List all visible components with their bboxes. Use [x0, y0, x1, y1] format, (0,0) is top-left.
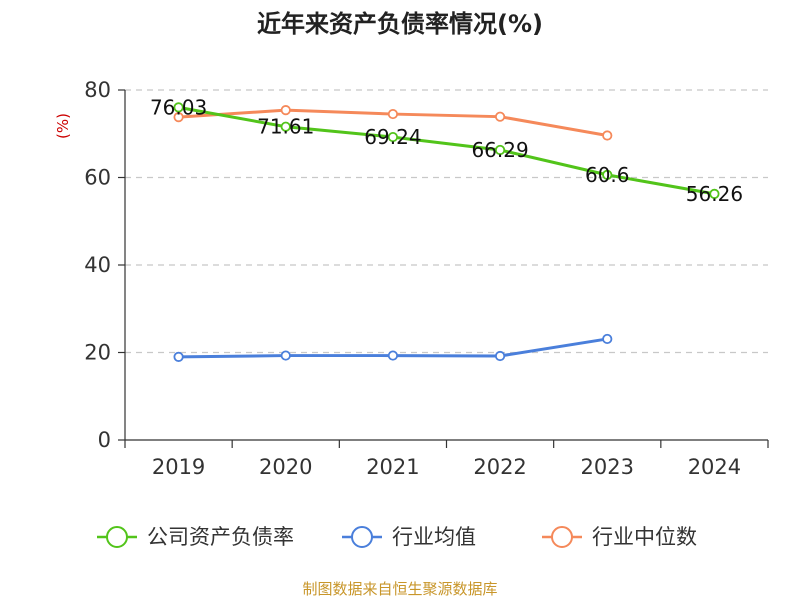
legend-item-1[interactable]: 行业均值 — [342, 525, 476, 549]
data-point[interactable] — [173, 351, 184, 362]
y-tick-label: 60 — [84, 166, 111, 190]
x-tick-label: 2019 — [152, 455, 205, 479]
data-labels: 76.03 71.61 69.24 66.29 60.6 56.26 — [150, 95, 743, 205]
y-axis-unit-label: (%) — [54, 113, 72, 139]
legend-marker — [106, 526, 128, 548]
data-point[interactable] — [280, 105, 291, 116]
data-point[interactable] — [387, 350, 399, 361]
chart-title: 近年来资产负债率情况(%) — [257, 10, 543, 38]
x-tick-label: 2023 — [581, 455, 634, 479]
series-2 — [173, 105, 613, 141]
data-label: 60.6 — [585, 163, 630, 187]
series-1 — [173, 333, 613, 362]
series-lines — [173, 102, 720, 362]
data-point[interactable] — [280, 121, 291, 132]
data-point[interactable] — [387, 131, 399, 143]
x-tick-label: 2021 — [366, 455, 419, 479]
data-point[interactable] — [709, 188, 720, 199]
legend-label: 行业中位数 — [592, 525, 697, 549]
data-point[interactable] — [602, 130, 613, 141]
x-tick-label: 2022 — [473, 455, 526, 479]
grid-lines — [125, 89, 768, 354]
data-label: 56.26 — [686, 182, 743, 206]
data-point[interactable] — [173, 102, 184, 113]
axes: 0 20 40 60 80 2019 2020 2021 2022 2023 2024 — [84, 78, 769, 479]
data-point[interactable] — [494, 111, 506, 122]
y-tick-label: 0 — [98, 428, 111, 452]
y-tick-label: 80 — [84, 78, 111, 102]
data-label: 71.61 — [257, 115, 314, 139]
legend-label: 行业均值 — [392, 525, 476, 549]
x-tick-label: 2020 — [259, 455, 312, 479]
data-point[interactable] — [387, 108, 399, 120]
y-tick-label: 40 — [84, 253, 111, 277]
legend-marker — [551, 526, 573, 548]
series-0 — [173, 102, 720, 199]
data-point[interactable] — [494, 144, 506, 156]
data-point[interactable] — [173, 112, 184, 123]
legend-marker — [351, 526, 373, 548]
data-point[interactable] — [602, 333, 613, 345]
data-label: 66.29 — [471, 138, 528, 162]
y-tick-label: 20 — [84, 341, 111, 365]
data-point[interactable] — [602, 169, 613, 180]
legend-item-0[interactable]: 公司资产负债率 — [97, 525, 294, 549]
legend-item-2[interactable]: 行业中位数 — [542, 525, 697, 549]
series-line — [178, 105, 715, 196]
data-label: 69.24 — [364, 125, 421, 149]
x-tick-label: 2024 — [688, 455, 741, 479]
source-note: 制图数据来自恒生聚源数据库 — [302, 580, 497, 598]
data-point[interactable] — [280, 350, 291, 361]
data-point[interactable] — [494, 350, 506, 362]
legend[interactable]: 公司资产负债率 行业均值 行业中位数 — [97, 525, 697, 549]
legend-label: 公司资产负债率 — [147, 525, 294, 549]
data-label: 76.03 — [150, 95, 207, 119]
